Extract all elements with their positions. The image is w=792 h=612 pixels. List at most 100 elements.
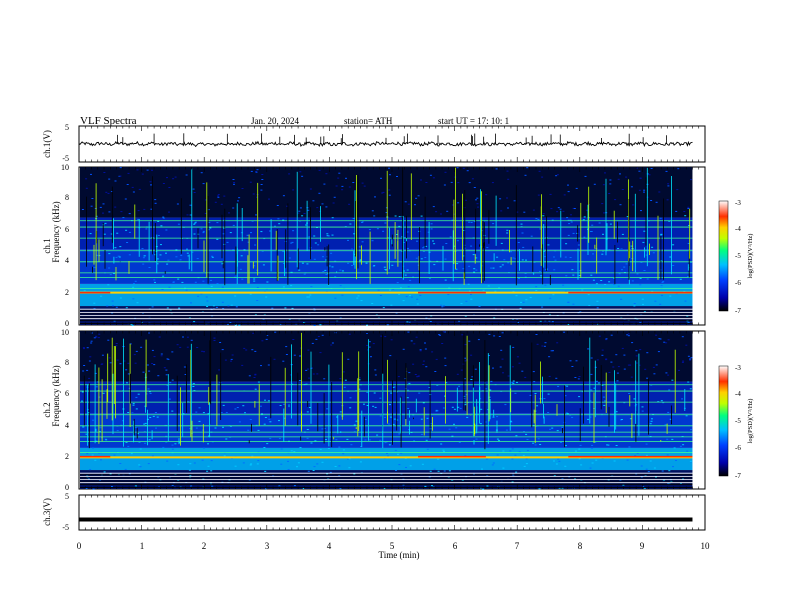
spec-speckle bbox=[372, 265, 375, 267]
spec-speckle bbox=[519, 307, 522, 309]
xtick-6: 6 bbox=[453, 541, 458, 551]
spec-speckle bbox=[168, 286, 171, 288]
spec-speckle bbox=[620, 419, 623, 420]
spec-speckle bbox=[299, 207, 302, 209]
spec-speckle bbox=[679, 445, 682, 447]
spec-speckle bbox=[234, 295, 237, 297]
spec-speckle bbox=[548, 314, 551, 316]
spec-speckle bbox=[149, 417, 152, 418]
spec-speckle bbox=[503, 259, 506, 261]
spec-speckle bbox=[443, 184, 446, 186]
spec-speckle bbox=[406, 397, 409, 399]
spec-speckle bbox=[147, 388, 150, 390]
spec-speckle bbox=[176, 203, 179, 205]
spec-speckle bbox=[364, 419, 367, 420]
spec-speckle bbox=[435, 358, 438, 360]
spec-speckle bbox=[482, 488, 485, 490]
spec-speckle bbox=[347, 239, 349, 241]
spec-speckle bbox=[414, 374, 417, 375]
spec-speckle bbox=[437, 458, 440, 460]
spec-speckle bbox=[194, 281, 197, 283]
spec-speckle bbox=[284, 307, 287, 309]
spec-speckle bbox=[646, 377, 649, 379]
spec-speckle bbox=[182, 336, 184, 338]
spec-speckle bbox=[621, 189, 624, 190]
spec-speckle bbox=[591, 224, 594, 226]
spec-speckle bbox=[247, 429, 250, 431]
spec-speckle bbox=[655, 334, 658, 336]
spec-speckle bbox=[282, 360, 285, 362]
spec-speckle bbox=[553, 256, 555, 258]
spec-speckle bbox=[651, 290, 654, 292]
spec-speckle bbox=[142, 371, 145, 373]
spec-speckle bbox=[479, 423, 482, 425]
spec-speckle bbox=[334, 260, 337, 262]
spec-speckle bbox=[631, 342, 634, 344]
spec-speckle bbox=[150, 208, 153, 210]
spec-speckle bbox=[306, 263, 309, 265]
spec-speckle bbox=[471, 178, 474, 180]
spec-speckle bbox=[93, 337, 96, 339]
spec-speckle bbox=[501, 358, 504, 360]
spec-speckle bbox=[162, 216, 165, 218]
spec-speckle bbox=[319, 448, 322, 450]
spec-speckle bbox=[685, 415, 688, 417]
spec-speckle bbox=[468, 182, 471, 184]
spec-speckle bbox=[666, 438, 669, 440]
spec-speckle bbox=[201, 459, 204, 461]
spec-speckle bbox=[319, 352, 322, 354]
spec-speckle bbox=[306, 437, 309, 439]
spec-speckle bbox=[653, 467, 656, 469]
spec-speckle bbox=[274, 225, 276, 227]
spec-speckle bbox=[163, 367, 166, 369]
spec-speckle bbox=[607, 444, 610, 446]
spec-speckle bbox=[126, 382, 128, 384]
spec-speckle bbox=[305, 369, 308, 371]
spec-speckle bbox=[455, 427, 458, 429]
spec-speckle bbox=[461, 479, 464, 481]
spec-speckle bbox=[315, 338, 318, 340]
spec-speckle bbox=[226, 241, 229, 243]
spec-speckle bbox=[435, 211, 438, 213]
spec-speckle bbox=[389, 174, 391, 176]
spec-speckle bbox=[458, 441, 461, 443]
spec-speckle bbox=[359, 260, 362, 262]
spec-speckle bbox=[556, 430, 559, 432]
spec-speckle bbox=[667, 411, 670, 413]
spec-speckle bbox=[347, 262, 350, 264]
spec-speckle bbox=[534, 444, 537, 446]
spec-speckle bbox=[565, 412, 568, 414]
spec-speckle bbox=[661, 470, 664, 472]
spec-speckle bbox=[116, 232, 119, 234]
spec-speckle bbox=[171, 410, 174, 412]
spec-speckle bbox=[507, 207, 509, 209]
spec-speckle bbox=[371, 210, 374, 212]
spec-speckle bbox=[409, 294, 411, 296]
spec-speckle bbox=[325, 206, 328, 208]
spec-speckle bbox=[669, 418, 672, 420]
spec-speckle bbox=[211, 485, 214, 487]
spec-speckle bbox=[139, 448, 142, 450]
spec-speckle bbox=[343, 386, 346, 388]
spec-speckle bbox=[260, 184, 263, 185]
spec-speckle bbox=[143, 208, 146, 210]
spec-speckle bbox=[602, 233, 604, 235]
spec-speckle bbox=[521, 370, 524, 372]
spec-speckle bbox=[601, 354, 604, 356]
spec-speckle bbox=[665, 372, 668, 374]
spec-speckle bbox=[665, 170, 668, 172]
spec-speckle bbox=[106, 305, 109, 307]
spec-speckle bbox=[444, 258, 447, 260]
spec-speckle bbox=[223, 227, 226, 229]
spec-speckle bbox=[461, 334, 464, 336]
spec-speckle bbox=[406, 269, 409, 271]
spec-speckle bbox=[499, 366, 502, 368]
spec-speckle bbox=[659, 217, 662, 219]
spec-speckle bbox=[189, 428, 192, 430]
spec-speckle bbox=[594, 366, 597, 368]
spec-speckle bbox=[629, 418, 632, 420]
spec-speckle bbox=[638, 189, 641, 191]
spec-speckle bbox=[499, 266, 502, 268]
spec-speckle bbox=[313, 466, 316, 468]
spec-speckle bbox=[630, 376, 633, 378]
